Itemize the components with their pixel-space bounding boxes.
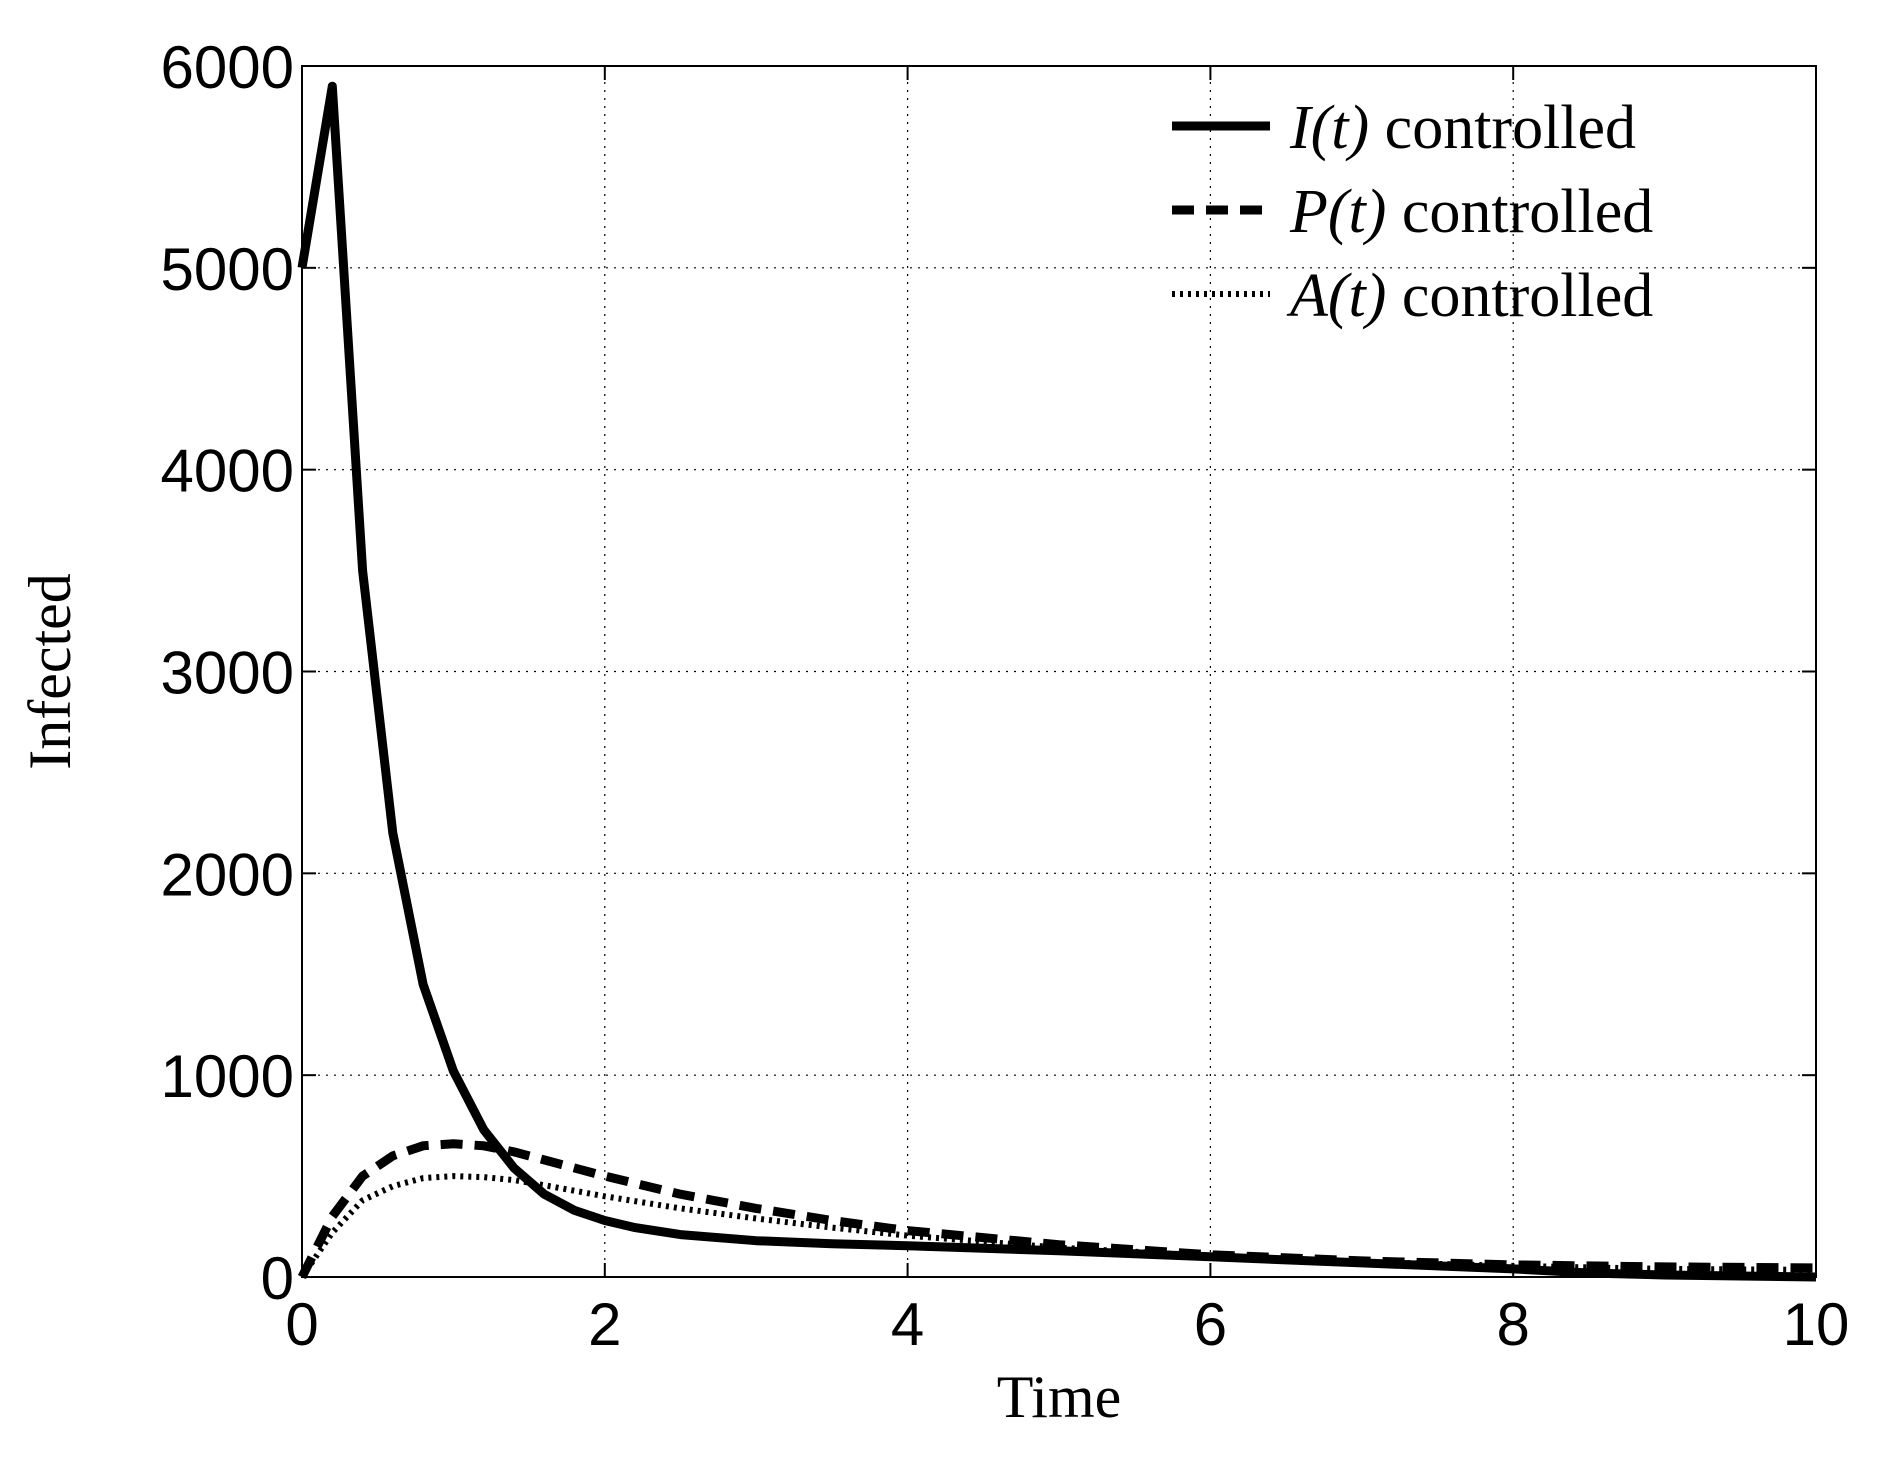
- y-tick-label: 1000: [161, 1043, 294, 1110]
- legend-suffix: controlled: [1369, 94, 1636, 162]
- y-tick-label: 2000: [161, 841, 294, 908]
- legend-entry: P(t) controlled: [1289, 178, 1653, 246]
- grid-lines: [302, 66, 1816, 1277]
- legend-variable: A(t): [1286, 262, 1386, 330]
- y-tick-label: 5000: [161, 236, 294, 303]
- x-tick-labels: 0 2 4 6 8 10: [285, 1291, 1849, 1358]
- axis-ticks: [301, 65, 1817, 1278]
- series-line-solid: [297, 81, 1817, 1282]
- legend-entry: A(t) controlled: [1286, 262, 1653, 330]
- x-tick-label: 8: [1497, 1291, 1530, 1358]
- y-tick-labels: 0 1000 2000 3000 4000 5000 6000: [161, 34, 294, 1312]
- x-tick-label: 4: [891, 1291, 924, 1358]
- y-tick-label: 3000: [161, 640, 294, 707]
- legend-entry: I(t) controlled: [1289, 94, 1636, 162]
- x-tick-label: 6: [1194, 1291, 1227, 1358]
- x-tick-label: 2: [588, 1291, 621, 1358]
- series-layer: [297, 81, 1817, 1282]
- x-tick-label: 10: [1783, 1291, 1850, 1358]
- y-tick-label: 4000: [161, 438, 294, 505]
- x-axis-label: Time: [997, 1364, 1122, 1430]
- y-tick-label: 6000: [161, 34, 294, 101]
- legend-suffix: controlled: [1386, 262, 1653, 330]
- y-tick-label: 0: [261, 1245, 294, 1312]
- x-tick-label: 0: [285, 1291, 318, 1358]
- legend-variable: I(t): [1289, 94, 1369, 162]
- legend-suffix: controlled: [1386, 178, 1653, 246]
- y-axis-label: Infected: [17, 573, 83, 770]
- legend-variable: P(t): [1289, 178, 1386, 246]
